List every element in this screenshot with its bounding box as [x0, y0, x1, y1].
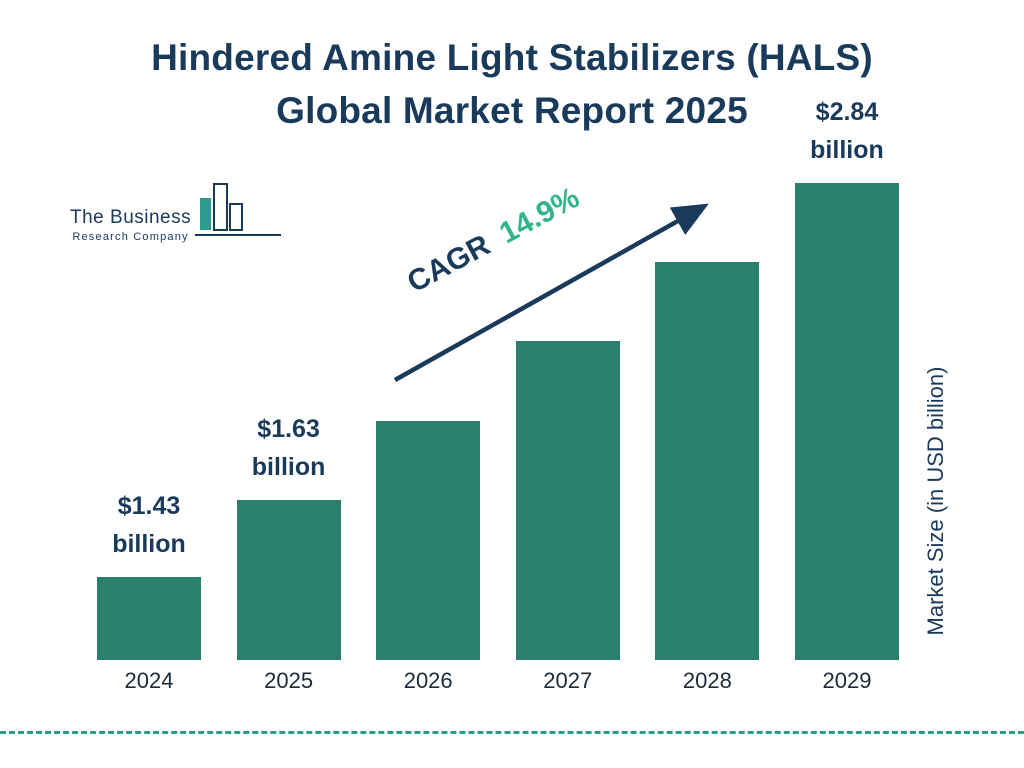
bar-value-label-2024: $1.43 billion [112, 492, 186, 558]
x-axis-label-2028: 2028 [682, 668, 732, 693]
bar-2029 [794, 183, 899, 660]
bar-column-2026 [376, 183, 481, 660]
x-axis-label-2026: 2026 [403, 668, 453, 693]
x-axis-label-2029: 2029 [822, 668, 872, 693]
page-title-line2: Global Market Report 2025 [276, 89, 748, 131]
bar-chart-logo-icon [195, 180, 283, 249]
bar-2024 [97, 577, 201, 660]
y-axis-title: Market Size (in USD billion) [923, 366, 948, 636]
page-title: Hindered Amine Light Stabilizers (HALS) … [0, 32, 1024, 137]
bar-column-2028 [655, 183, 760, 660]
company-logo: The Business Research Company [70, 180, 283, 249]
bar-chart-plot-area: $1.43 billion $1.63 billion $2.84 billion [97, 98, 899, 660]
company-logo-text: The Business Research Company [70, 207, 191, 249]
bar-2026 [376, 421, 481, 660]
logo-name-line2: Research Company [72, 231, 189, 243]
bar-value-label-2029: $2.84 billion [810, 98, 884, 164]
x-axis-labels: 2024 2025 2026 2027 2028 2029 [97, 668, 899, 694]
x-axis-label-2024: 2024 [124, 668, 174, 693]
bar-2027 [515, 341, 620, 660]
bottom-dashed-divider [0, 731, 1024, 734]
bar-column-2029: $2.84 billion [794, 98, 899, 660]
bar-2025 [236, 500, 341, 660]
bar-column-2024: $1.43 billion [97, 183, 201, 660]
bar-2028 [655, 262, 760, 660]
logo-name-line1: The Business [70, 207, 192, 228]
page-title-line1: Hindered Amine Light Stabilizers (HALS) [151, 37, 873, 78]
bar-column-2027 [515, 183, 620, 660]
bar-column-2025: $1.63 billion [236, 183, 341, 660]
cagr-trend-arrow-icon [393, 203, 709, 382]
x-axis-label-2027: 2027 [543, 668, 593, 693]
x-axis-label-2025: 2025 [264, 668, 314, 693]
bar-value-label-2025: $1.63 billion [251, 415, 326, 481]
